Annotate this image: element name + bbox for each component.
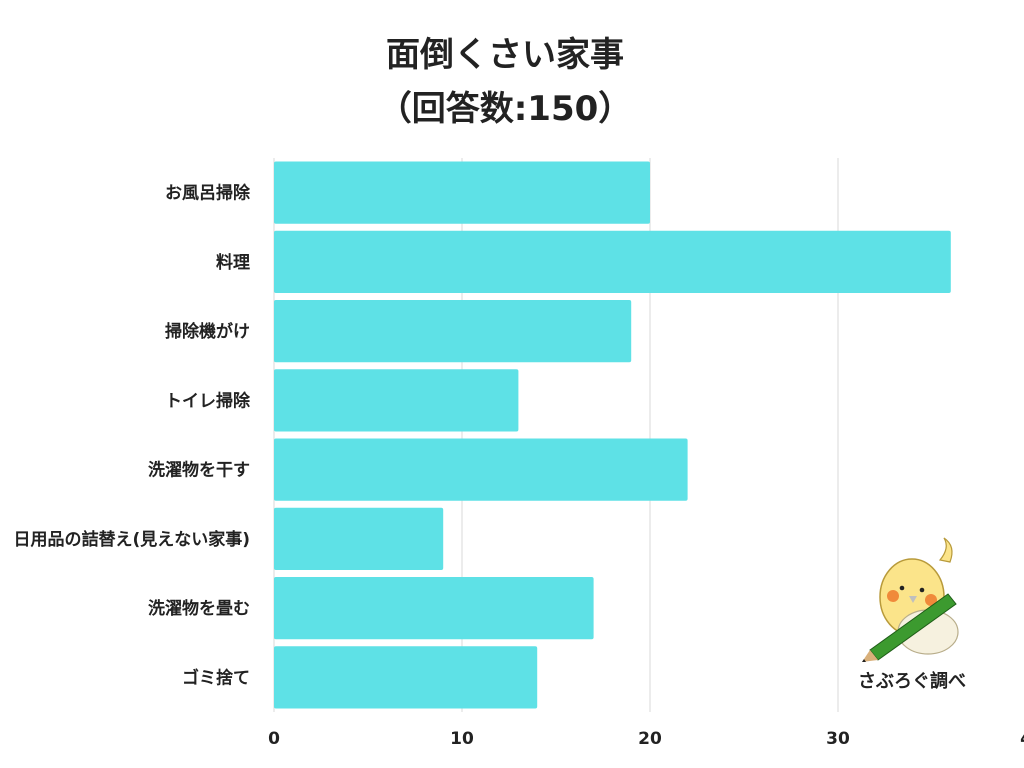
bar bbox=[274, 369, 519, 432]
bar bbox=[274, 161, 650, 224]
bar bbox=[274, 507, 444, 571]
bar bbox=[274, 299, 632, 363]
bar bbox=[274, 646, 538, 709]
category-label: 掃除機がけ bbox=[165, 321, 250, 342]
source-credit: さぶろぐ調べ bbox=[858, 670, 966, 692]
x-tick-labels: 0 10 20 30 4 bbox=[268, 729, 1024, 749]
category-label: 料理 bbox=[216, 252, 250, 273]
x-tick-label: 30 bbox=[826, 729, 850, 749]
bird-mascot-icon bbox=[862, 537, 959, 662]
x-tick-label: 20 bbox=[638, 729, 662, 749]
bar bbox=[274, 230, 951, 294]
x-tick-label: 10 bbox=[450, 729, 474, 749]
category-label: 洗濯物を畳む bbox=[148, 598, 250, 619]
bar bbox=[274, 576, 594, 640]
bars bbox=[274, 161, 951, 709]
x-tick-label: 4 bbox=[1020, 729, 1024, 749]
chart-title: 面倒くさい家事 bbox=[386, 35, 624, 75]
category-label: トイレ掃除 bbox=[165, 390, 251, 411]
category-label: お風呂掃除 bbox=[165, 183, 251, 204]
x-tick-label: 0 bbox=[268, 729, 280, 749]
bar bbox=[274, 438, 688, 501]
chart-subtitle: （回答数:150） bbox=[378, 89, 633, 129]
category-label: 洗濯物を干す bbox=[148, 460, 250, 481]
category-label: ゴミ捨て bbox=[182, 667, 250, 688]
category-label: 日用品の詰替え(見えない家事) bbox=[13, 529, 250, 550]
